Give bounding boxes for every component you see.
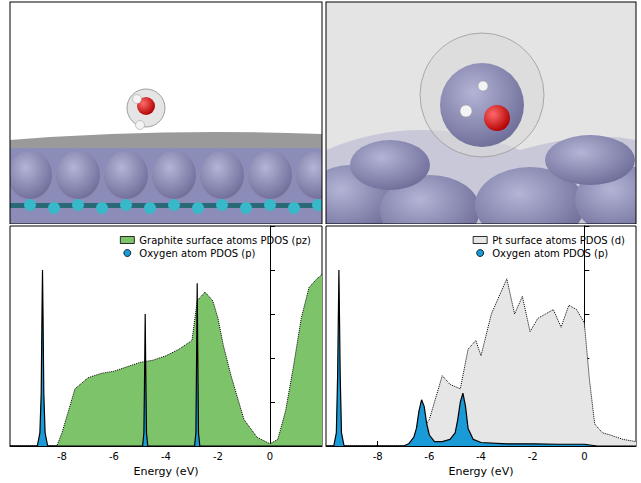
svg-text:-6: -6 — [424, 451, 434, 462]
svg-text:-6: -6 — [109, 451, 119, 462]
svg-text:Pt surface atoms PDOS (d): Pt surface atoms PDOS (d) — [492, 235, 625, 246]
svg-text:0: 0 — [581, 451, 587, 462]
svg-text:Energy (eV): Energy (eV) — [134, 465, 199, 478]
svg-text:-8: -8 — [373, 451, 383, 462]
svg-text:-2: -2 — [213, 451, 223, 462]
svg-text:Graphite surface atoms PDOS (p: Graphite surface atoms PDOS (pz) — [139, 235, 311, 246]
svg-text:-4: -4 — [476, 451, 486, 462]
svg-text:Oxygen atom PDOS (p): Oxygen atom PDOS (p) — [492, 248, 608, 259]
svg-text:-2: -2 — [528, 451, 538, 462]
svg-text:-8: -8 — [57, 451, 67, 462]
svg-text:0: 0 — [267, 451, 273, 462]
svg-text:Oxygen atom PDOS (p): Oxygen atom PDOS (p) — [139, 248, 255, 259]
svg-text:Energy (eV): Energy (eV) — [449, 465, 514, 478]
svg-text:-4: -4 — [161, 451, 171, 462]
